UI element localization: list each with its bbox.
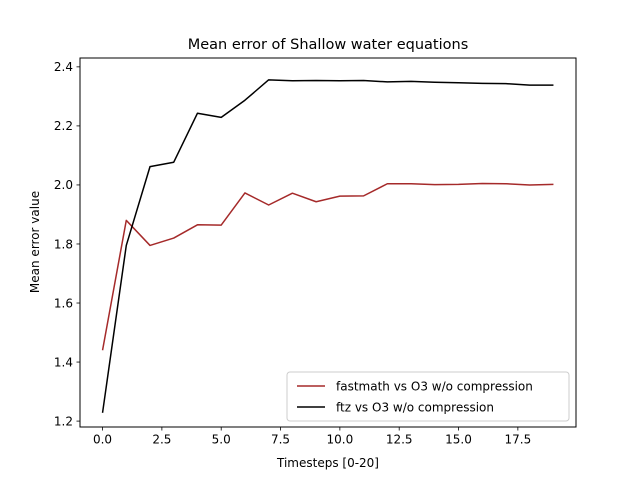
y-tick-label: 1.4 [54,355,73,369]
x-tick-label: 17.5 [504,433,531,447]
legend-label-ftz: ftz vs O3 w/o compression [336,401,494,415]
y-tick-label: 2.4 [54,60,73,74]
x-tick-label: 5.0 [212,433,231,447]
y-axis: 1.2 1.4 1.6 1.8 2.0 2.2 2.4 [54,60,80,428]
series-line-ftz [101,79,554,413]
legend-label-fastmath: fastmath vs O3 w/o compression [336,380,533,394]
y-axis-label: Mean error value [28,191,42,293]
legend: fastmath vs O3 w/o compression ftz vs O3… [286,371,570,422]
y-tick-label: 2.0 [54,178,73,192]
legend-box [286,371,570,422]
x-tick-label: 7.5 [271,433,290,447]
x-axis: 0.0 2.5 5.0 7.5 10.0 12.5 15.0 17.5 [93,427,531,447]
x-tick-label: 10.0 [327,433,354,447]
y-tick-label: 1.8 [54,237,73,251]
y-tick-label: 1.2 [54,414,73,428]
x-tick-label: 15.0 [445,433,472,447]
series-line-fastmath [101,182,554,351]
y-tick-label: 2.2 [54,119,73,133]
x-tick-label: 12.5 [386,433,413,447]
plot-lines [101,79,554,413]
plot-area-frame [79,57,577,428]
y-tick-label: 1.6 [54,296,73,310]
x-tick-label: 2.5 [152,433,171,447]
chart-title: Mean error of Shallow water equations [188,37,469,53]
x-axis-label: Timesteps [0-20] [276,456,379,470]
x-tick-label: 0.0 [93,433,112,447]
